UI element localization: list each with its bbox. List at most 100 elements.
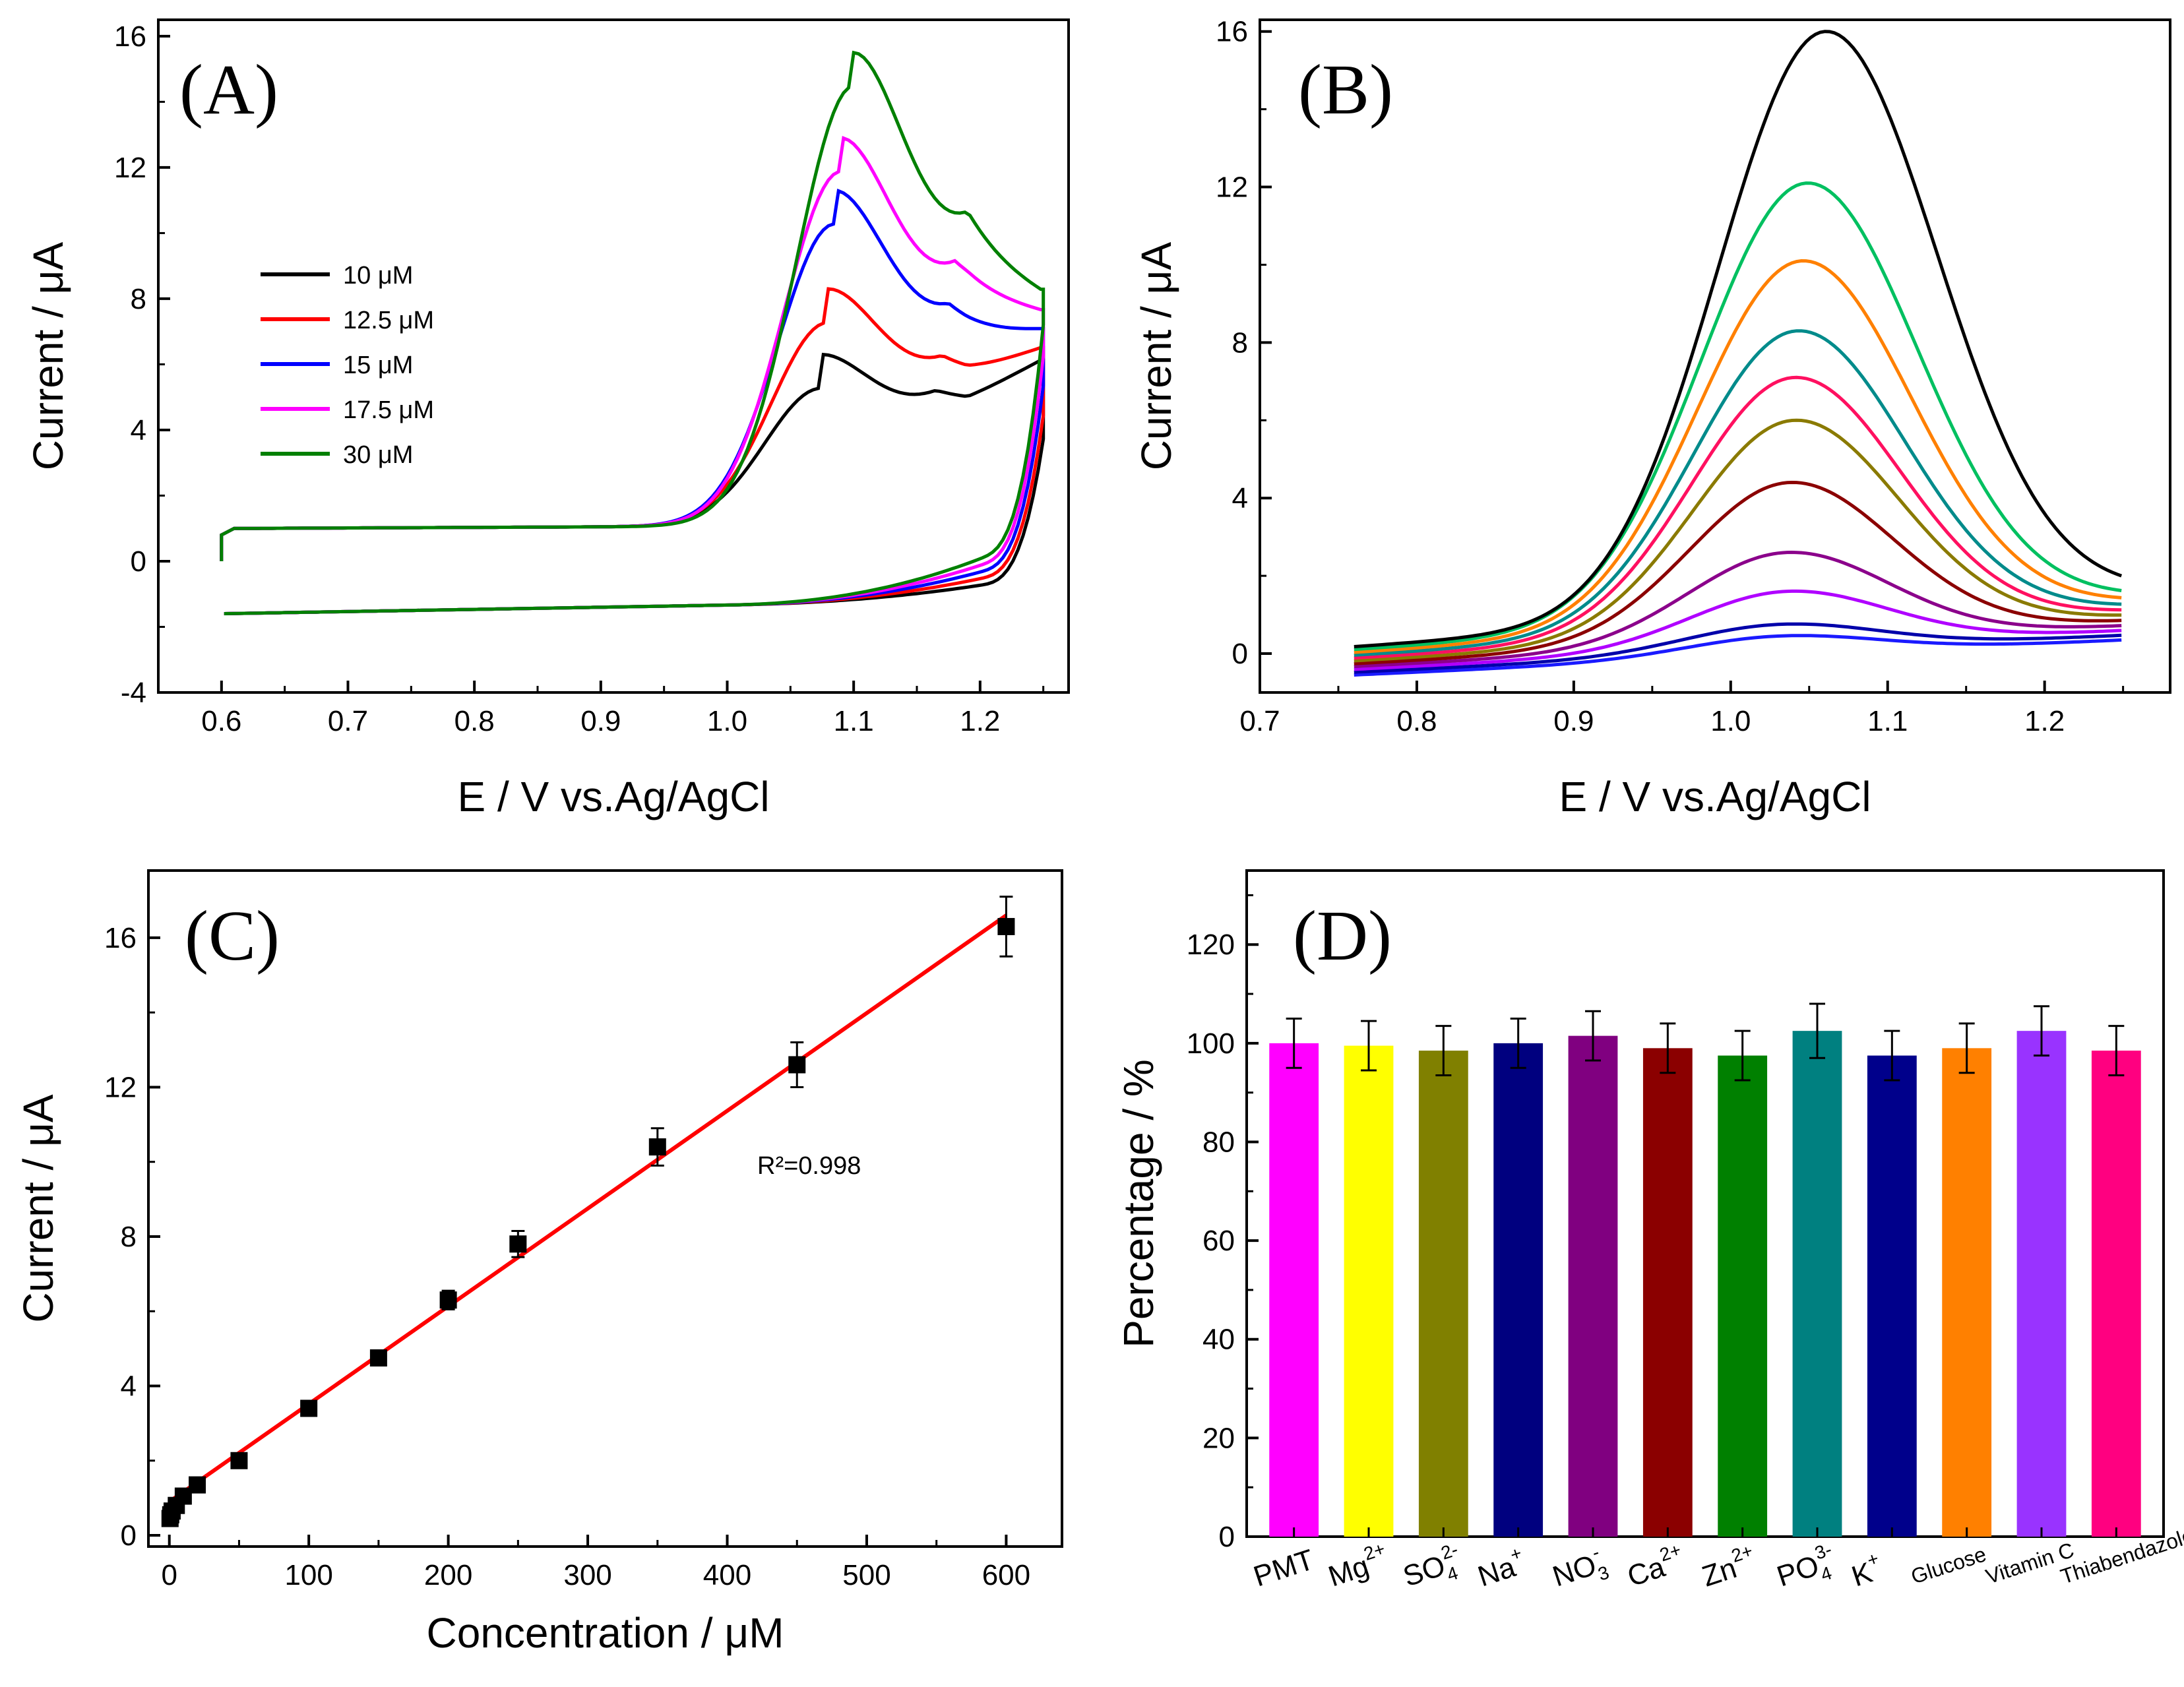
panel-b-ytick-label: 16 [1216, 16, 1248, 48]
panel-d-bar [1867, 1055, 1917, 1537]
panel-c-panel-label: (C) [185, 897, 280, 975]
panel-b-ytick-label: 12 [1216, 171, 1248, 204]
panel-c-ytick-label: 4 [121, 1370, 137, 1402]
panel-b-curve [1354, 329, 2122, 657]
panel-c-xtick-label: 600 [982, 1559, 1030, 1591]
panel-c-frame [147, 869, 1063, 1548]
panel-c-x-axis-label: Concentration / μM [427, 1609, 784, 1657]
panel-d-panel-label: (D) [1293, 897, 1392, 975]
panel-c-data-point [648, 1138, 666, 1156]
panel-d-y-axis-label: Percentage / % [1115, 1059, 1162, 1348]
panel-a-legend-label: 30 μM [343, 441, 413, 469]
panel-d-category-name: PMT [1250, 1543, 1318, 1593]
panel-d-category-label: Zn2+ [1697, 1541, 1761, 1593]
panel-d-ytick-label: 120 [1187, 929, 1235, 961]
panel-d-bar [1568, 1035, 1618, 1537]
panel-d-ytick-label: 80 [1202, 1126, 1235, 1158]
panel-b-xtick-label: 0.9 [1553, 705, 1594, 737]
panel-a-x-axis-label: E / V vs.Ag/AgCl [457, 773, 769, 820]
panel-b-x-axis-label: E / V vs.Ag/AgCl [1559, 773, 1871, 820]
panel-c: 0 100 200 300 400 500 600 0 4 8 12 16 Concentration … [15, 869, 1063, 1657]
panel-b-curve [1354, 622, 2122, 674]
panel-d-bar [1642, 1048, 1693, 1537]
panel-c-data-point [997, 917, 1015, 935]
panel-d-ytick-label: 20 [1202, 1422, 1235, 1454]
panel-a-xtick-label: 1.0 [707, 705, 747, 737]
panel-a-panel-label: (A) [179, 51, 278, 129]
panel-d-category-label: Na+ [1472, 1543, 1530, 1593]
panel-c-xtick-label: 400 [703, 1559, 751, 1591]
panel-a-ytick-label: 12 [114, 152, 146, 184]
panel-d-category-name: Glucose [1908, 1542, 1989, 1589]
panel-a-legend-label: 10 μM [343, 262, 413, 290]
panel-a: 0.6 0.7 0.8 0.9 1.0 1.1 1.2 -4 0 4 8 12 16 E / V vs.A… [24, 18, 1070, 820]
panel-d: 0 20 40 60 80 100 120 Percentage / % (D) PMT Mg2+ S… [1115, 869, 2184, 1598]
panel-d-bar [1942, 1048, 1992, 1537]
panel-c-r2-annotation: R²=0.998 [757, 1152, 861, 1180]
panel-d-category-label: K+ [1846, 1548, 1887, 1593]
panel-a-xtick-label: 0.7 [328, 705, 368, 737]
panel-d-bar [1418, 1051, 1468, 1537]
panel-b-xtick-label: 1.2 [2024, 705, 2065, 737]
panel-a-y-axis-label: Current / μA [24, 242, 72, 471]
panel-c-data-point [369, 1349, 387, 1367]
panel-c-data-point [788, 1056, 806, 1074]
panel-d-category-subscript: 4 [1445, 1562, 1460, 1585]
panel-d-bar [1269, 1043, 1319, 1537]
panel-d-category-subscript: 3 [1596, 1562, 1611, 1584]
panel-d-category-label: PO43- [1771, 1539, 1841, 1598]
panel-b-xtick-label: 1.1 [1867, 705, 1908, 737]
panel-b-ytick-label: 8 [1232, 326, 1248, 359]
panel-c-xtick-label: 500 [842, 1559, 890, 1591]
panel-c-data-point [300, 1399, 318, 1417]
panel-d-bar [1792, 1031, 1842, 1537]
panel-a-xtick-label: 0.9 [580, 705, 621, 737]
panel-d-category-label: PMT [1250, 1543, 1318, 1593]
panel-b-ytick-label: 0 [1232, 638, 1248, 670]
panel-a-legend-label: 15 μM [343, 352, 413, 379]
panel-a-frame [157, 18, 1070, 694]
panel-d-category-label: NO3- [1547, 1541, 1611, 1598]
panel-d-bar [2016, 1031, 2067, 1537]
panel-a-ytick-label: 4 [131, 414, 146, 446]
panel-d-category-name: NO [1549, 1549, 1600, 1593]
panel-b-xtick-label: 0.8 [1396, 705, 1437, 737]
panel-b-curve [1354, 181, 2122, 652]
panel-c-ytick-label: 12 [104, 1071, 137, 1103]
panel-c-xtick-label: 0 [161, 1559, 177, 1591]
panel-d-category-label: Mg2+ [1323, 1539, 1392, 1593]
panel-b-curve [1354, 480, 2122, 665]
panel-d-category-label: Glucose [1908, 1542, 1989, 1589]
panel-a-ytick-label: 8 [131, 283, 146, 315]
panel-c-xtick-label: 300 [563, 1559, 611, 1591]
panel-a-ytick-label: 0 [131, 545, 146, 578]
panel-d-category-label: SO42- [1398, 1539, 1468, 1598]
panel-d-category-name: SO [1399, 1549, 1449, 1593]
panel-d-bar [1344, 1045, 1394, 1537]
panel-b: 0.7 0.8 0.9 1.0 1.1 1.2 0 4 8 12 16 E / V vs.Ag/AgC… [1133, 16, 2171, 820]
panel-a-legend-label: 17.5 μM [343, 396, 434, 424]
panel-b-curve [1354, 589, 2122, 671]
panel-c-ytick-label: 0 [121, 1519, 137, 1552]
panel-b-frame [1259, 18, 2171, 694]
panel-d-category-name: PO [1773, 1549, 1823, 1593]
panel-b-curve [1354, 550, 2122, 669]
panel-c-fit-line [168, 913, 1008, 1504]
panel-b-curve [1354, 259, 2122, 654]
panel-d-ytick-label: 0 [1219, 1521, 1235, 1553]
panel-a-xtick-label: 0.6 [201, 705, 241, 737]
panel-c-data-point [439, 1291, 457, 1309]
panel-b-xtick-label: 0.7 [1239, 705, 1280, 737]
panel-c-y-axis-label: Current / μA [15, 1094, 62, 1323]
panel-a-xtick-label: 0.8 [454, 705, 495, 737]
panel-c-data-point [509, 1235, 527, 1253]
panel-d-category-subscript: 4 [1818, 1562, 1834, 1585]
panel-d-ytick-label: 60 [1202, 1225, 1235, 1257]
panel-a-xtick-label: 1.1 [834, 705, 874, 737]
panel-d-ytick-label: 100 [1187, 1028, 1235, 1060]
panel-d-bar [1718, 1055, 1768, 1537]
panel-a-legend-label: 12.5 μM [343, 307, 434, 334]
panel-b-y-axis-label: Current / μA [1133, 242, 1180, 471]
panel-d-bar [2091, 1051, 2141, 1537]
panel-c-data-point [230, 1452, 248, 1469]
